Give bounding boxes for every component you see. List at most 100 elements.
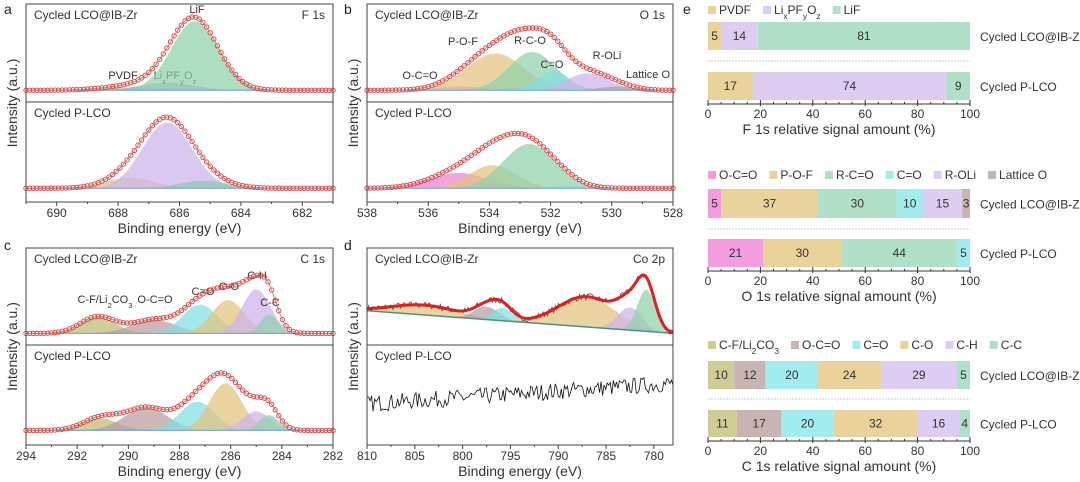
data-point: [142, 72, 148, 78]
data-point: [124, 81, 130, 87]
bar-value-label: 4: [961, 417, 968, 431]
bar-segment: [833, 410, 918, 437]
bar-segment: [708, 410, 737, 437]
data-point: [156, 56, 163, 63]
bar-segment: [962, 189, 970, 218]
data-point: [128, 407, 134, 413]
data-point: [421, 84, 428, 91]
core-level-label: Co 2p: [633, 252, 665, 266]
component-peak: [26, 289, 333, 334]
data-point: [146, 127, 152, 133]
data-point: [414, 180, 421, 186]
data-point: [135, 319, 141, 325]
data-point: [135, 142, 141, 148]
component-peak: [367, 86, 673, 91]
data-point: [120, 161, 127, 167]
data-point: [124, 408, 130, 414]
bar-segment: [956, 361, 970, 389]
panel-letter-d: d: [344, 237, 352, 253]
data-point: [203, 159, 210, 165]
component-peak: [26, 180, 333, 189]
sample-label: Cycled P-LCO: [34, 349, 111, 363]
data-point: [236, 383, 242, 389]
data-point: [138, 137, 145, 143]
bar-value-label: 5: [711, 29, 718, 43]
data-point: [171, 117, 177, 123]
legend-item: C-F/Li2CO3: [708, 338, 779, 356]
subplot-top: O-C=O P-O-F R-C-O C=O R-OLi Lattice O Cycled L…: [364, 8, 676, 93]
xps-panel-d: Cycled LCO@IB-Zr Cycled P-LCO Co 2p 810 805 8…: [345, 247, 674, 479]
legend-swatch: [900, 341, 909, 349]
data-point: [229, 375, 235, 382]
data-point: [200, 154, 206, 160]
data-point: [218, 173, 224, 179]
component-peak: [367, 289, 673, 334]
bar-value-label: 20: [801, 417, 815, 431]
bar-value-label: 10: [903, 197, 917, 211]
data-point: [544, 147, 550, 154]
data-point: [240, 387, 246, 393]
bar-segment: [781, 410, 834, 437]
category-label: Cycled P-LCO: [980, 80, 1057, 94]
data-point: [461, 157, 467, 163]
bar-segment: [763, 239, 842, 267]
x-tick-label: 780: [644, 449, 664, 463]
data-point: [555, 38, 561, 44]
data-point: [218, 49, 224, 56]
panel-letter-a: a: [4, 1, 12, 17]
x-axis-label: Binding energy (eV): [458, 463, 582, 479]
data-point: [214, 43, 221, 49]
fit-line: [25, 116, 334, 189]
data-point: [573, 174, 579, 181]
data-point: [120, 81, 127, 88]
sample-label: Cycled P-LCO: [34, 106, 111, 120]
data-point: [175, 404, 181, 410]
peak-label: Lattice O: [626, 69, 670, 81]
data-point: [483, 45, 489, 51]
bar-segment: [922, 189, 963, 218]
x-tick-label: 684: [231, 206, 251, 220]
subplot-bottom: Cycled P-LCO: [367, 349, 674, 412]
data-point: [411, 181, 417, 187]
legend-item: O-C=O: [708, 168, 757, 182]
legend-label: O-C=O: [802, 338, 840, 352]
peak-label: PVDF: [108, 70, 138, 82]
bar-value-label: 74: [843, 79, 857, 93]
bar-value-label: 15: [936, 197, 950, 211]
x-tick-label: 20: [754, 444, 768, 458]
x-tick-label: 686: [169, 206, 189, 220]
x-tick-label: 294: [16, 449, 36, 463]
data-point: [272, 407, 278, 413]
sample-label: Cycled LCO@IB-Zr: [375, 252, 479, 266]
data-point: [533, 138, 539, 144]
x-tick-label: 282: [323, 449, 343, 463]
legend-swatch: [885, 171, 894, 179]
data-point: [203, 24, 210, 30]
data-point: [128, 152, 134, 158]
data-point: [630, 83, 637, 89]
data-point: [175, 120, 181, 126]
data-point: [225, 372, 231, 379]
xps-panel-b: O-C=O P-O-F R-C-O C=O R-OLi Lattice O Cycled L…: [345, 3, 683, 236]
legend-item: PVDF: [708, 3, 751, 17]
data-point: [547, 31, 554, 37]
x-tick-label: 538: [357, 206, 377, 220]
bar-segment: [734, 361, 766, 389]
panel-letter-e: e: [683, 1, 691, 17]
panel-letter-b: b: [344, 1, 352, 17]
data-point: [66, 425, 72, 431]
data-point: [483, 142, 489, 149]
data-point: [425, 83, 431, 90]
data-point: [240, 78, 246, 85]
bar-segment: [708, 189, 722, 218]
data-point: [221, 56, 228, 62]
data-point: [587, 182, 593, 188]
peak-label: O-C=O: [137, 294, 173, 306]
legend-label: P-O-F: [780, 168, 813, 182]
sample-label: Cycled LCO@IB-Zr: [375, 8, 479, 22]
x-tick-label: 290: [118, 449, 138, 463]
data-point: [290, 426, 296, 432]
data-point: [110, 171, 116, 178]
legend-label: C-H: [956, 338, 977, 352]
bar-value-label: 21: [729, 246, 743, 260]
